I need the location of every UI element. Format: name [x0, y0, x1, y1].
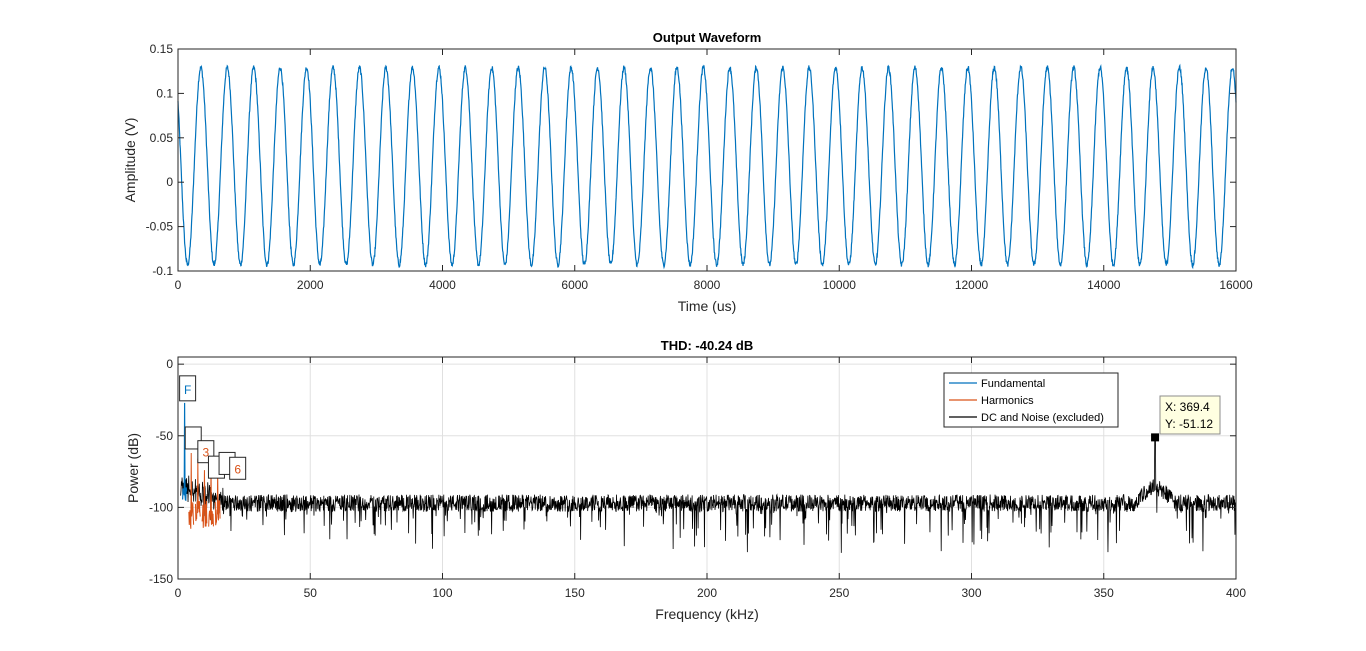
- data-tip-box: [1159, 395, 1221, 435]
- waveform-ytick-label: -0.1: [152, 264, 173, 278]
- waveform-xtick-label: 6000: [561, 278, 588, 292]
- waveform-ytick-label: 0.1: [156, 86, 173, 100]
- spectrum-xtick-label: 400: [1226, 586, 1246, 600]
- harmonic-line: [201, 470, 208, 528]
- legend-label-noise: DC and Noise (excluded): [981, 412, 1104, 424]
- fundamental-label: F: [184, 383, 191, 397]
- harmonic-label: 6: [234, 462, 241, 476]
- data-tip-y: Y: -51.12: [1165, 417, 1213, 431]
- waveform-xtick-label: 8000: [694, 278, 721, 292]
- harmonic-label: 3: [202, 446, 209, 460]
- spectrum-xtick-label: 350: [1094, 586, 1114, 600]
- noise-line: [180, 436, 1237, 553]
- spectrum-ylabel: Power (dB): [125, 433, 141, 503]
- waveform-series: [177, 63, 1237, 270]
- waveform-ytick-label: 0.15: [150, 42, 174, 56]
- spectrum-xtick-label: 200: [697, 586, 717, 600]
- fundamental-line: [182, 402, 188, 502]
- spectrum-xtick-label: 300: [961, 586, 981, 600]
- waveform-xtick-label: 12000: [955, 278, 989, 292]
- spectrum-ytick-label: -100: [149, 500, 173, 514]
- spectrum-ytick-label: -50: [156, 429, 174, 443]
- waveform-ticks: 0 2000 4000 6000 8000 10000 12000 14000 16000 -0.…: [146, 42, 1253, 292]
- harmonic-line: [188, 452, 195, 529]
- waveform-ytick-label: -0.05: [146, 220, 174, 234]
- spectrum-xtick-label: 250: [829, 586, 849, 600]
- waveform-title: Output Waveform: [653, 30, 762, 45]
- spectrum-title: THD: -40.24 dB: [661, 338, 753, 353]
- data-tip-x: X: 369.4: [1165, 400, 1210, 414]
- waveform-plot-area: [178, 49, 1236, 271]
- spectrum-ticks: 0 50 100 150 200 250 300 350 400 -150 -100 -50 0: [149, 357, 1246, 600]
- spectrum-xtick-label: 0: [175, 586, 182, 600]
- waveform-ytick-label: 0.05: [150, 131, 174, 145]
- waveform-xlabel: Time (us): [678, 298, 737, 314]
- waveform-xtick-label: 14000: [1087, 278, 1121, 292]
- legend-label-fundamental: Fundamental: [981, 378, 1045, 390]
- waveform-xtick-label: 4000: [429, 278, 456, 292]
- waveform-xtick-label: 10000: [823, 278, 857, 292]
- data-tip[interactable]: X: 369.4 Y: -51.12: [1151, 395, 1221, 442]
- waveform-ylabel: Amplitude (V): [122, 118, 138, 203]
- waveform-xtick-label: 2000: [297, 278, 324, 292]
- spectrum-markers: 3 6 F: [179, 375, 247, 480]
- spectrum-ytick-label: 0: [166, 357, 173, 371]
- spectrum-xtick-label: 100: [432, 586, 452, 600]
- spectrum-xtick-label: 150: [565, 586, 585, 600]
- waveform-line: [177, 63, 1237, 270]
- waveform-xtick-label: 0: [175, 278, 182, 292]
- harmonic-label-box: [184, 426, 202, 450]
- spectrum-axes[interactable]: 36F 0 50 100 150 200 250 300 350 400-150-100-500…: [125, 338, 1246, 622]
- spectrum-ytick-label: -150: [149, 572, 173, 586]
- waveform-axes[interactable]: 0 2000 4000 6000 8000 10000 12000 14000 16000 -0.…: [122, 30, 1253, 314]
- harmonic-label-box: [229, 456, 247, 480]
- fundamental-label-box: [179, 375, 197, 402]
- waveform-ytick-label: 0: [166, 175, 173, 189]
- spectrum-xlabel: Frequency (kHz): [655, 606, 758, 622]
- spectrum-xtick-label: 50: [304, 586, 318, 600]
- data-tip-marker: [1151, 433, 1160, 442]
- waveform-xtick-label: 16000: [1219, 278, 1253, 292]
- legend-label-harmonics: Harmonics: [981, 395, 1034, 407]
- spectrum-legend[interactable]: Fundamental Harmonics DC and Noise (excl…: [943, 372, 1119, 428]
